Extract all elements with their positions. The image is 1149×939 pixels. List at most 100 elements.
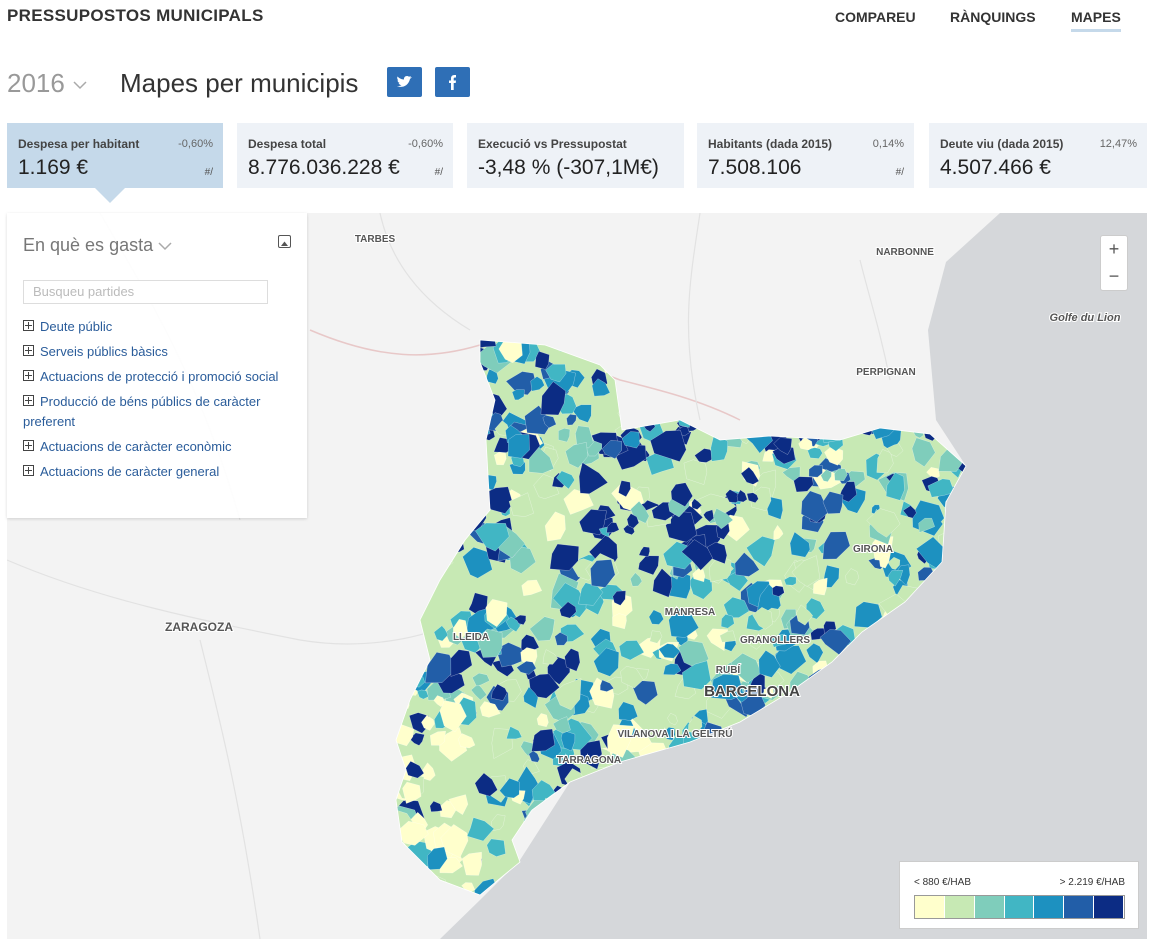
- legend-swatch: [1004, 896, 1035, 918]
- municipality: [558, 428, 571, 443]
- municipality: [552, 582, 589, 618]
- nav-link[interactable]: MAPES: [1071, 9, 1121, 32]
- legend-swatch: [1064, 896, 1095, 918]
- municipality: [439, 700, 467, 733]
- municipality: [725, 489, 742, 503]
- municipality: [630, 572, 643, 587]
- municipality: [668, 607, 699, 638]
- municipality: [554, 678, 582, 711]
- municipality: [800, 490, 830, 523]
- municipality: [703, 509, 715, 523]
- municipality: [866, 508, 901, 538]
- legend-swatch: [944, 896, 975, 918]
- zoom-in[interactable]: +: [1100, 235, 1128, 264]
- category-item[interactable]: Deute públic: [23, 317, 298, 337]
- twitter-button[interactable]: [387, 67, 422, 97]
- municipality: [429, 800, 443, 813]
- municipality: [719, 630, 737, 643]
- municipality: [667, 712, 678, 726]
- municipality: [748, 634, 764, 650]
- municipality: [490, 814, 506, 831]
- card-change: 12,47%: [1099, 138, 1137, 150]
- panel-title-text: En què es gasta: [23, 235, 154, 255]
- zoom-out[interactable]: −: [1100, 263, 1128, 291]
- municipality: [770, 633, 786, 648]
- panel-title[interactable]: En què es gasta: [23, 235, 172, 256]
- card-label: Despesa per habitant: [18, 137, 140, 151]
- category-name: Actuacions de protecció i promoció socia…: [40, 369, 279, 384]
- card-link[interactable]: #/: [895, 167, 904, 178]
- municipality: [549, 543, 580, 571]
- page-title: Mapes per municipis: [120, 68, 359, 98]
- card-change: -0,60%: [178, 138, 213, 150]
- category-item[interactable]: Producció de béns públics de caràcter pr…: [23, 392, 298, 432]
- place-label: ZARAGOZA: [165, 620, 233, 634]
- municipality: [427, 846, 448, 871]
- municipality: [838, 481, 857, 503]
- facebook-icon: [449, 75, 456, 90]
- search-input[interactable]: Busqueu partides: [23, 280, 268, 304]
- road: [859, 259, 891, 381]
- municipality: [606, 724, 635, 758]
- summary-card[interactable]: Execució vs Pressupostat -3,48 % (-307,1M…: [467, 123, 684, 188]
- municipality: [740, 466, 760, 485]
- expand-icon: [23, 345, 34, 356]
- municipality: [433, 625, 449, 642]
- category-item[interactable]: Serveis públics bàsics: [23, 342, 298, 362]
- card-link[interactable]: #/: [434, 167, 443, 178]
- municipality: [529, 616, 555, 642]
- municipality: [638, 546, 650, 557]
- card-change: 0,14%: [872, 138, 904, 150]
- municipality: [475, 522, 510, 552]
- place-label: MANRESA: [665, 607, 716, 618]
- category-item[interactable]: Actuacions de protecció i promoció socia…: [23, 367, 298, 387]
- facebook-button[interactable]: [435, 67, 470, 97]
- summary-card[interactable]: Habitants (dada 2015) 0,14% 7.508.106 #/: [697, 123, 914, 188]
- nav-link[interactable]: COMPAREU: [835, 9, 916, 25]
- category-item[interactable]: Actuacions de caràcter econòmic: [23, 437, 298, 457]
- collapse-button[interactable]: [278, 235, 291, 248]
- municipality: [694, 448, 716, 463]
- category-item[interactable]: Actuacions de caràcter general: [23, 462, 298, 482]
- municipality: [834, 468, 848, 481]
- municipality: [421, 714, 435, 731]
- municipality: [720, 614, 735, 629]
- municipality: [775, 645, 807, 675]
- summary-card[interactable]: Despesa per habitant -0,60% 1.169 € #/: [7, 123, 223, 188]
- municipality: [648, 609, 664, 625]
- municipality: [528, 673, 560, 699]
- municipality: [663, 727, 676, 741]
- municipality: [820, 469, 832, 482]
- card-value: 4.507.466 €: [940, 156, 1051, 179]
- municipality: [708, 555, 732, 583]
- municipality: [545, 363, 567, 383]
- municipality: [606, 522, 620, 533]
- site-title: PRESSUPOSTOS MUNICIPALS: [7, 6, 264, 25]
- municipality: [752, 607, 773, 630]
- municipality: [618, 480, 631, 498]
- nav-link[interactable]: RÀNQUINGS: [950, 9, 1036, 25]
- municipality: [918, 518, 935, 533]
- summary-card[interactable]: Deute viu (dada 2015) 12,47% 4.507.466 €: [929, 123, 1147, 188]
- municipality: [652, 568, 673, 598]
- expand-icon: [23, 395, 34, 406]
- card-value: -3,48 % (-307,1M€): [478, 156, 659, 179]
- card-link[interactable]: #/: [204, 167, 213, 178]
- municipality: [772, 585, 785, 597]
- municipality: [798, 437, 813, 451]
- active-card-pointer: [95, 188, 125, 203]
- card-label: Execució vs Pressupostat: [478, 137, 627, 151]
- municipality: [620, 666, 644, 689]
- municipality: [758, 650, 781, 678]
- municipality: [723, 596, 750, 618]
- municipality: [416, 689, 429, 700]
- municipality: [505, 371, 537, 396]
- municipality: [505, 616, 521, 632]
- summary-card[interactable]: Despesa total -0,60% 8.776.036.228 € #/: [237, 123, 453, 188]
- municipality: [523, 686, 539, 709]
- municipality: [493, 451, 507, 466]
- municipality: [536, 713, 549, 728]
- year-select[interactable]: 2016: [7, 68, 87, 99]
- municipality: [665, 510, 698, 543]
- municipality: [486, 838, 506, 857]
